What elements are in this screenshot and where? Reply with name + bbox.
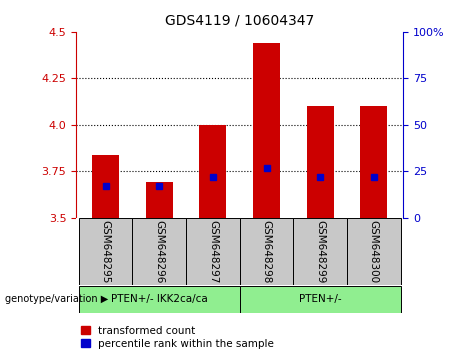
Bar xyxy=(253,43,280,218)
Text: GSM648295: GSM648295 xyxy=(100,220,111,283)
Text: GSM648300: GSM648300 xyxy=(369,220,379,283)
Bar xyxy=(307,106,334,218)
Text: PTEN+/-: PTEN+/- xyxy=(299,294,342,304)
Bar xyxy=(79,218,132,285)
Text: GSM648299: GSM648299 xyxy=(315,220,325,283)
Bar xyxy=(361,106,387,218)
Text: genotype/variation ▶: genotype/variation ▶ xyxy=(5,294,108,304)
Bar xyxy=(293,218,347,285)
Text: GSM648296: GSM648296 xyxy=(154,220,164,283)
Bar xyxy=(146,182,173,218)
Bar xyxy=(240,286,401,313)
Bar xyxy=(347,218,401,285)
Bar xyxy=(200,125,226,218)
Bar xyxy=(186,218,240,285)
Bar xyxy=(240,218,293,285)
Bar xyxy=(92,155,119,218)
Text: GSM648298: GSM648298 xyxy=(261,220,272,283)
Bar xyxy=(132,218,186,285)
Bar xyxy=(79,286,240,313)
Title: GDS4119 / 10604347: GDS4119 / 10604347 xyxy=(165,14,314,28)
Text: PTEN+/- IKK2ca/ca: PTEN+/- IKK2ca/ca xyxy=(111,294,207,304)
Text: GSM648297: GSM648297 xyxy=(208,220,218,283)
Legend: transformed count, percentile rank within the sample: transformed count, percentile rank withi… xyxy=(81,326,274,349)
